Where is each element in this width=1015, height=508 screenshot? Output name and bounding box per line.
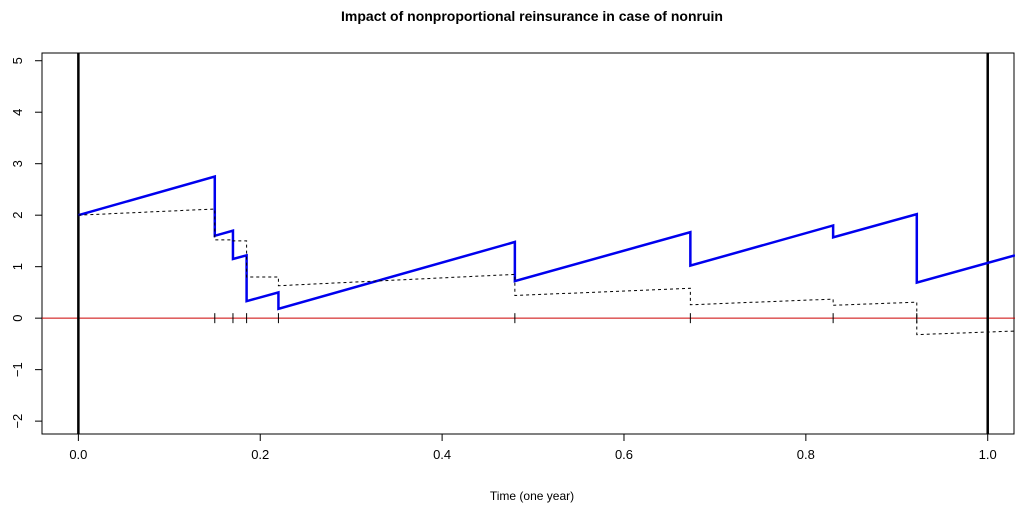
y-tick-label: 5 [10, 57, 25, 64]
x-axis-label: Time (one year) [490, 489, 574, 503]
surplus-series-line [78, 174, 1015, 311]
y-tick-label: −2 [10, 414, 25, 429]
x-tick-label: 0.0 [69, 447, 87, 462]
y-tick-label: 1 [10, 263, 25, 270]
y-tick-label: −1 [10, 362, 25, 377]
x-tick-label: 0.6 [615, 447, 633, 462]
y-tick-label: 0 [10, 315, 25, 322]
dashed-series-line [78, 208, 1015, 336]
plot-area: 0.0 0.2 0.4 0.6 0.8 1.0 −2 −1 0 1 2 3 4 5 [10, 52, 1015, 462]
plot-frame [41, 52, 1015, 435]
x-tick-label: 0.8 [797, 447, 815, 462]
y-tick-label: 2 [10, 212, 25, 219]
x-tick-label: 1.0 [979, 447, 997, 462]
chart-title: Impact of nonproportional reinsurance in… [341, 8, 723, 24]
x-tick-label: 0.4 [433, 447, 451, 462]
x-tick-label: 0.2 [251, 447, 269, 462]
y-tick-label: 3 [10, 160, 25, 167]
y-tick-label: 4 [10, 109, 25, 116]
